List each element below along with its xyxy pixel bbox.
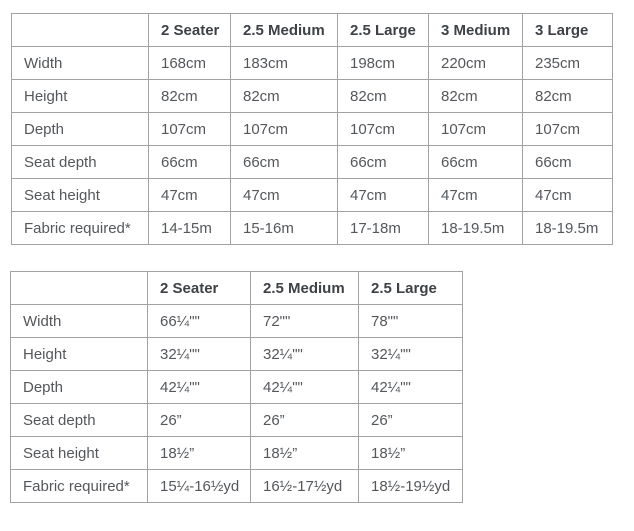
- value-cell: 82cm: [230, 79, 338, 113]
- value-cell: 18½”: [250, 436, 359, 470]
- table-row: Fabric required* 14-15m 15-16m 17-18m 18-19.…: [11, 211, 613, 245]
- value-cell: 66cm: [522, 145, 613, 179]
- value-cell: 66¼"": [147, 304, 251, 338]
- value-cell: 82cm: [522, 79, 613, 113]
- value-cell: 198cm: [337, 46, 429, 80]
- row-label: Width: [11, 46, 149, 80]
- value-cell: 17-18m: [337, 211, 429, 245]
- imperial-dimensions-table: 2 Seater 2.5 Medium 2.5 Large Width 66¼"" 72"…: [10, 271, 463, 503]
- row-label: Depth: [10, 370, 148, 404]
- row-label: Fabric required*: [11, 211, 149, 245]
- header-row: 2 Seater 2.5 Medium 2.5 Large: [10, 271, 463, 305]
- table-row: Depth 107cm 107cm 107cm 107cm 107cm: [11, 112, 613, 146]
- value-cell: 82cm: [428, 79, 523, 113]
- column-header: 2.5 Large: [337, 13, 429, 47]
- row-label: Seat height: [11, 178, 149, 212]
- value-cell: 107cm: [337, 112, 429, 146]
- value-cell: 107cm: [428, 112, 523, 146]
- table-row: Seat depth 26” 26” 26”: [10, 403, 463, 437]
- value-cell: 183cm: [230, 46, 338, 80]
- value-cell: 107cm: [230, 112, 338, 146]
- value-cell: 18½”: [358, 436, 463, 470]
- corner-cell: [10, 271, 148, 305]
- value-cell: 47cm: [230, 178, 338, 212]
- sofa-size-guide: 2 Seater 2.5 Medium 2.5 Large 3 Medium 3 Lar…: [0, 13, 634, 531]
- value-cell: 66cm: [230, 145, 338, 179]
- column-header: 2.5 Medium: [230, 13, 338, 47]
- value-cell: 18½-19½yd: [358, 469, 463, 503]
- value-cell: 235cm: [522, 46, 613, 80]
- value-cell: 66cm: [337, 145, 429, 179]
- table-row: Height 32¼"" 32¼"" 32¼"": [10, 337, 463, 371]
- value-cell: 42¼"": [250, 370, 359, 404]
- value-cell: 66cm: [148, 145, 231, 179]
- value-cell: 32¼"": [250, 337, 359, 371]
- table-row: Seat depth 66cm 66cm 66cm 66cm 66cm: [11, 145, 613, 179]
- column-header: 2.5 Large: [358, 271, 463, 305]
- value-cell: 66cm: [428, 145, 523, 179]
- row-label: Depth: [11, 112, 149, 146]
- table-row: Seat height 18½” 18½” 18½”: [10, 436, 463, 470]
- value-cell: 26”: [250, 403, 359, 437]
- value-cell: 32¼"": [147, 337, 251, 371]
- value-cell: 107cm: [522, 112, 613, 146]
- row-label: Height: [11, 79, 149, 113]
- metric-dimensions-table: 2 Seater 2.5 Medium 2.5 Large 3 Medium 3 Lar…: [11, 13, 613, 245]
- value-cell: 26”: [358, 403, 463, 437]
- value-cell: 14-15m: [148, 211, 231, 245]
- row-label: Fabric required*: [10, 469, 148, 503]
- row-label: Height: [10, 337, 148, 371]
- column-header: 2 Seater: [147, 271, 251, 305]
- value-cell: 16½-17½yd: [250, 469, 359, 503]
- table-row: Depth 42¼"" 42¼"" 42¼"": [10, 370, 463, 404]
- value-cell: 18-19.5m: [522, 211, 613, 245]
- row-label: Seat depth: [11, 145, 149, 179]
- column-header: 2 Seater: [148, 13, 231, 47]
- table-row: Width 168cm 183cm 198cm 220cm 235cm: [11, 46, 613, 80]
- value-cell: 42¼"": [358, 370, 463, 404]
- value-cell: 82cm: [148, 79, 231, 113]
- value-cell: 26”: [147, 403, 251, 437]
- table-row: Height 82cm 82cm 82cm 82cm 82cm: [11, 79, 613, 113]
- row-label: Width: [10, 304, 148, 338]
- value-cell: 18½”: [147, 436, 251, 470]
- value-cell: 42¼"": [147, 370, 251, 404]
- column-header: 3 Large: [522, 13, 613, 47]
- value-cell: 15-16m: [230, 211, 338, 245]
- row-label: Seat depth: [10, 403, 148, 437]
- value-cell: 78"": [358, 304, 463, 338]
- value-cell: 47cm: [148, 178, 231, 212]
- table-row: Width 66¼"" 72"" 78"": [10, 304, 463, 338]
- row-label: Seat height: [10, 436, 148, 470]
- value-cell: 107cm: [148, 112, 231, 146]
- value-cell: 18-19.5m: [428, 211, 523, 245]
- value-cell: 32¼"": [358, 337, 463, 371]
- value-cell: 47cm: [428, 178, 523, 212]
- value-cell: 168cm: [148, 46, 231, 80]
- column-header: 2.5 Medium: [250, 271, 359, 305]
- column-header: 3 Medium: [428, 13, 523, 47]
- table-row: Fabric required* 15¼-16½yd 16½-17½yd 18½-19…: [10, 469, 463, 503]
- header-row: 2 Seater 2.5 Medium 2.5 Large 3 Medium 3 Lar…: [11, 13, 613, 47]
- table-row: Seat height 47cm 47cm 47cm 47cm 47cm: [11, 178, 613, 212]
- corner-cell: [11, 13, 149, 47]
- value-cell: 82cm: [337, 79, 429, 113]
- value-cell: 72"": [250, 304, 359, 338]
- value-cell: 220cm: [428, 46, 523, 80]
- value-cell: 47cm: [522, 178, 613, 212]
- value-cell: 15¼-16½yd: [147, 469, 251, 503]
- value-cell: 47cm: [337, 178, 429, 212]
